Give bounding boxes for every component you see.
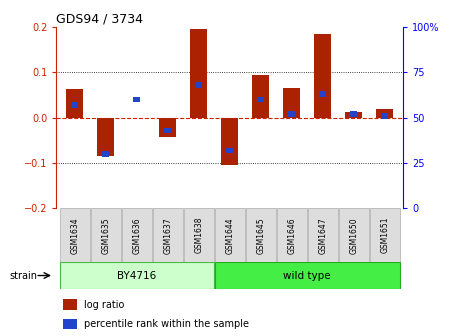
Bar	[345, 112, 362, 118]
FancyBboxPatch shape	[215, 208, 245, 262]
Text: GSM1647: GSM1647	[318, 217, 327, 254]
Text: GSM1651: GSM1651	[380, 217, 389, 253]
FancyBboxPatch shape	[246, 208, 276, 262]
Bar	[381, 113, 388, 119]
Text: GSM1638: GSM1638	[194, 217, 204, 253]
Bar	[314, 34, 331, 118]
Text: GSM1636: GSM1636	[132, 217, 141, 254]
FancyBboxPatch shape	[308, 208, 338, 262]
Text: strain: strain	[9, 270, 38, 281]
Bar	[134, 97, 140, 102]
FancyBboxPatch shape	[60, 208, 90, 262]
FancyBboxPatch shape	[122, 208, 151, 262]
FancyBboxPatch shape	[339, 208, 369, 262]
Bar	[98, 118, 114, 156]
FancyBboxPatch shape	[63, 319, 77, 329]
FancyBboxPatch shape	[184, 208, 214, 262]
Bar	[221, 118, 238, 165]
FancyBboxPatch shape	[60, 262, 214, 289]
Text: BY4716: BY4716	[117, 270, 157, 281]
Bar	[165, 128, 171, 133]
Text: percentile rank within the sample: percentile rank within the sample	[84, 319, 249, 329]
Text: GDS94 / 3734: GDS94 / 3734	[56, 13, 144, 26]
Text: GSM1644: GSM1644	[225, 217, 234, 254]
FancyBboxPatch shape	[91, 208, 121, 262]
Bar	[319, 91, 326, 97]
FancyBboxPatch shape	[153, 208, 183, 262]
Text: GSM1650: GSM1650	[349, 217, 358, 254]
Bar	[66, 89, 83, 118]
Text: GSM1637: GSM1637	[163, 217, 172, 254]
Text: GSM1646: GSM1646	[287, 217, 296, 254]
Bar	[190, 29, 207, 118]
Bar	[350, 111, 357, 117]
Bar	[257, 97, 264, 102]
Text: GSM1635: GSM1635	[101, 217, 110, 254]
Bar	[196, 82, 202, 88]
FancyBboxPatch shape	[277, 208, 307, 262]
Bar	[71, 102, 78, 108]
Text: log ratio: log ratio	[84, 300, 124, 309]
Bar	[227, 148, 233, 153]
FancyBboxPatch shape	[215, 262, 400, 289]
Text: GSM1634: GSM1634	[70, 217, 79, 254]
Bar	[102, 151, 109, 157]
FancyBboxPatch shape	[370, 208, 400, 262]
Bar	[159, 118, 176, 137]
Text: GSM1645: GSM1645	[256, 217, 265, 254]
FancyBboxPatch shape	[63, 299, 77, 310]
Text: wild type: wild type	[283, 270, 331, 281]
Bar	[376, 110, 393, 118]
Bar	[252, 75, 269, 118]
Bar	[288, 111, 295, 117]
Bar	[283, 88, 300, 118]
